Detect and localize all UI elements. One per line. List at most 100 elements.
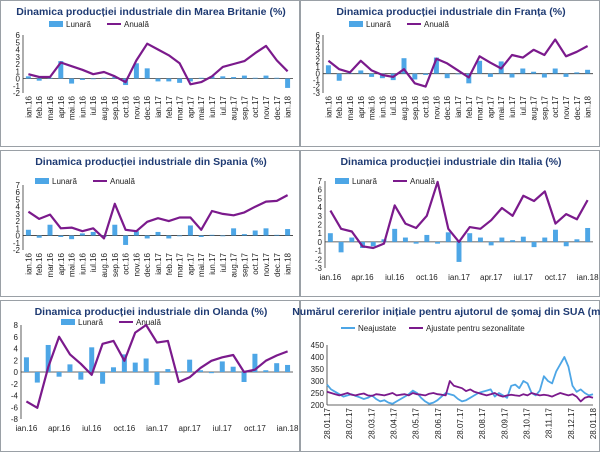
line-series-Anuală <box>28 42 289 86</box>
x-tick-label: ian.17 <box>146 424 168 433</box>
bar <box>187 78 193 82</box>
x-tick-label: nov.16 <box>432 95 441 119</box>
x-tick-label: 28.04.17 <box>390 407 399 439</box>
bar <box>133 63 139 79</box>
x-tick-label: dec.16 <box>143 95 152 120</box>
x-tick-label: oct.16 <box>122 252 131 274</box>
y-tick-label: -3 <box>315 264 323 273</box>
chart-title: Dinamica producției industriale din Ital… <box>340 156 561 168</box>
x-tick-label: sep.16 <box>111 95 120 120</box>
bar <box>112 224 118 236</box>
bar <box>349 237 355 242</box>
y-tick-label: -2 <box>315 255 323 264</box>
x-tick-label: nov.17 <box>262 95 271 119</box>
legend: Lunară Anuală <box>335 177 435 186</box>
x-tick-label: dec.17 <box>273 252 282 277</box>
x-tick-label: iul.16 <box>82 424 102 433</box>
legend-label: Lunară <box>366 20 391 29</box>
x-tick-label: feb.16 <box>35 252 44 275</box>
y-tick-label: -2 <box>13 89 21 98</box>
bar <box>155 231 161 236</box>
bar <box>325 65 331 74</box>
x-tick-label: feb.16 <box>35 95 44 118</box>
bar <box>47 224 53 236</box>
chart-panel-italy: Dinamica producției industriale din Ital… <box>300 150 600 297</box>
bar <box>477 60 483 74</box>
y-tick-label: 2 <box>14 356 19 365</box>
bar <box>220 76 226 79</box>
x-tick-label: sep.16 <box>111 252 120 277</box>
x-tick-label: mar.16 <box>346 95 355 120</box>
bar <box>155 78 161 82</box>
bar <box>509 73 515 78</box>
x-tick-label: dec.16 <box>443 95 452 120</box>
bar <box>552 68 558 74</box>
y-tick-label: -2 <box>13 246 21 255</box>
bar <box>542 237 548 242</box>
bar-series-Lunară <box>327 227 591 262</box>
bar <box>144 68 150 79</box>
x-tick-label: iun.16 <box>378 95 387 117</box>
chart-title: Numărul cererilor inițiale pentru ajutor… <box>292 306 600 318</box>
x-tick-label: iul.16 <box>89 252 98 272</box>
bar <box>263 370 269 372</box>
x-tick-label: feb.17 <box>165 252 174 275</box>
chart-title: Dinamica producției industriale din Olan… <box>35 306 268 318</box>
bar-series-Lunară <box>23 344 291 385</box>
x-tick-label: feb.17 <box>465 95 474 118</box>
y-tick-label: 0 <box>316 70 321 79</box>
y-tick-label: -1 <box>315 247 323 256</box>
x-tick-label: iul.17 <box>514 273 534 282</box>
bar <box>198 370 204 372</box>
legend: Lunară Anuală <box>49 20 149 29</box>
x-tick-label: aug.16 <box>100 95 109 120</box>
x-tick-label: sep.17 <box>240 95 249 120</box>
y-tick-label: -1 <box>313 76 321 85</box>
y-tick-label: 4 <box>318 203 323 212</box>
legend: Neajustate Ajustate pentru sezonalitate <box>341 324 525 333</box>
y-tick-label: 450 <box>311 341 325 350</box>
bar <box>285 364 291 372</box>
bar <box>541 73 547 78</box>
bar <box>177 235 183 237</box>
legend-swatch <box>61 319 75 325</box>
y-tick-label: 6 <box>316 31 321 40</box>
bar <box>392 228 398 242</box>
bar <box>444 73 450 79</box>
x-tick-label: aug.17 <box>530 95 539 120</box>
x-tick-label: sep.17 <box>540 95 549 120</box>
y-tick-label: 5 <box>16 38 21 47</box>
bar <box>90 231 96 236</box>
bar <box>69 235 75 240</box>
legend-swatch <box>49 21 63 27</box>
bar <box>165 369 171 372</box>
x-tick-label: mar.17 <box>176 252 185 277</box>
y-tick-label: 3 <box>16 53 21 62</box>
x-tick-label: oct.17 <box>545 273 567 282</box>
x-tick-label: apr.17 <box>486 95 495 118</box>
y-tick-label: 0 <box>16 75 21 84</box>
bar <box>423 73 429 75</box>
y-tick-label: 4 <box>316 44 321 53</box>
legend-label: Anuală <box>110 177 135 186</box>
x-tick-label: aug.16 <box>400 95 409 120</box>
bar <box>369 73 375 77</box>
bar <box>132 362 138 372</box>
x-tick-label: iun.17 <box>508 95 517 117</box>
bar <box>563 73 569 77</box>
legend-label: Lunară <box>66 20 91 29</box>
x-tick-label: mai.17 <box>197 252 206 277</box>
legend-label: Anuală <box>410 177 435 186</box>
bar <box>531 241 537 248</box>
y-tick-label: 300 <box>311 377 325 386</box>
y-tick-label: 5 <box>316 37 321 46</box>
x-tick-label: 28.07.17 <box>456 407 465 439</box>
bar <box>401 58 407 74</box>
chart-title: Dinamica producției industriale din Span… <box>35 156 267 168</box>
x-tick-label: ian.17 <box>154 95 163 117</box>
bar <box>456 241 462 262</box>
bar <box>166 235 172 239</box>
chart-title: Dinamica producției industriale din Fran… <box>336 6 565 18</box>
bar <box>487 73 493 77</box>
x-tick-label: 28.10.17 <box>523 407 532 439</box>
